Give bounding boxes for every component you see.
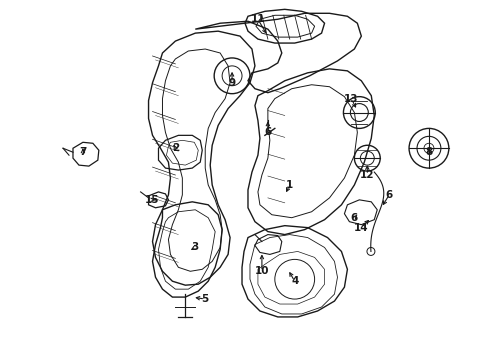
Text: 13: 13 (344, 94, 359, 104)
Text: 7: 7 (79, 147, 87, 157)
Text: 5: 5 (201, 294, 209, 304)
Text: 6: 6 (351, 213, 358, 223)
Text: 4: 4 (291, 276, 298, 286)
Text: 12: 12 (360, 170, 374, 180)
Text: 8: 8 (425, 147, 433, 157)
Text: 1: 1 (286, 180, 294, 190)
Text: 11: 11 (251, 14, 265, 24)
Text: 10: 10 (255, 266, 269, 276)
Text: 3: 3 (192, 243, 199, 252)
Text: 14: 14 (354, 222, 368, 233)
Text: 9: 9 (228, 78, 236, 88)
Text: 2: 2 (172, 143, 179, 153)
Text: 6: 6 (264, 127, 271, 138)
Text: 6: 6 (386, 190, 393, 200)
Text: 15: 15 (145, 195, 160, 205)
